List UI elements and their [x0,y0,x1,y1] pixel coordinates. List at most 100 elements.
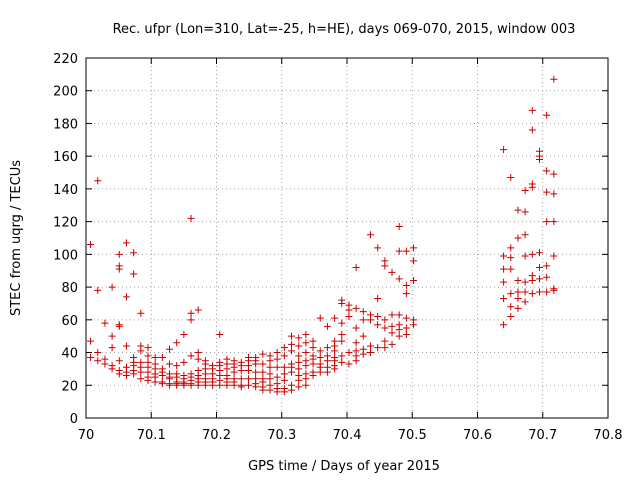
data-point [194,349,202,357]
data-point [381,316,389,324]
data-point [402,331,410,339]
data-point [500,252,508,260]
data-point [338,319,346,327]
data-point [521,278,529,286]
data-point [395,326,403,334]
data-point [115,322,123,330]
data-point [374,344,382,352]
data-point [500,295,508,303]
y-tick-label: 160 [53,150,78,165]
data-point [94,286,102,294]
grid [86,58,608,418]
data-point [302,381,310,389]
data-point [345,306,353,314]
data-point [338,331,346,339]
data-point [266,363,274,371]
data-point [395,247,403,255]
data-point [345,349,353,357]
data-point [187,352,195,360]
data-point [410,277,418,285]
data-point [528,126,536,134]
y-tick-label: 140 [53,183,78,198]
data-point [535,249,543,257]
data-point [543,167,551,175]
data-point [309,371,317,379]
y-tick-label: 80 [61,281,78,296]
data-point [535,263,543,271]
data-point [410,244,418,252]
data-point [237,383,245,391]
x-tick-label: 70.7 [528,428,557,443]
data-point [295,365,303,373]
data-point [187,381,195,389]
data-point [122,239,130,247]
data-point [381,324,389,332]
data-point [410,321,418,329]
x-axis-ticks: 70 70.1 70.2 70.3 70.4 70.5 70.6 70.7 70.8 [78,58,622,443]
data-point [130,249,138,257]
data-point [273,363,281,371]
data-point [402,281,410,289]
x-tick-label: 70.3 [267,428,296,443]
data-point [259,360,267,368]
data-point [410,257,418,265]
data-point [288,368,296,376]
data-point [87,241,95,249]
data-point [244,375,252,383]
data-point [259,368,267,376]
data-point [223,365,231,373]
data-point [381,344,389,352]
data-point [209,381,217,389]
data-point [500,265,508,273]
data-point [201,381,209,389]
data-point [550,190,558,198]
y-tick-label: 120 [53,216,78,231]
data-point [101,319,109,327]
data-point [323,344,331,352]
data-point [388,329,396,337]
data-point [543,262,551,270]
data-point [374,244,382,252]
data-point [151,353,159,361]
data-point [316,353,324,361]
data-point [543,218,551,226]
data-point [507,290,515,298]
data-point [166,360,174,368]
data-point [500,146,508,154]
data-point [108,365,116,373]
data-point [137,309,145,317]
data-point [500,278,508,286]
x-tick-label: 70.4 [333,428,362,443]
data-point [158,371,166,379]
data-point [180,358,188,366]
data-point [550,286,558,294]
data-point [122,371,130,379]
data-point [402,314,410,322]
y-tick-label: 200 [53,85,78,100]
data-point [252,368,260,376]
data-point [144,376,152,384]
data-point [543,188,551,196]
data-point [166,345,174,353]
data-point [115,357,123,365]
data-point [180,381,188,389]
data-point [295,352,303,360]
data-point [122,293,130,301]
data-point [366,349,374,357]
data-point [507,313,515,321]
data-point [302,362,310,370]
data-point [158,353,166,361]
data-point [280,344,288,352]
x-tick-label: 70.1 [137,428,166,443]
data-point [528,106,536,114]
data-point [288,332,296,340]
data-point [187,309,195,317]
x-tick-label: 70 [78,428,95,443]
data-point [244,381,252,389]
data-point [388,340,396,348]
data-point [521,252,529,260]
y-tick-label: 60 [61,314,78,329]
data-point [295,383,303,391]
data-point [166,381,174,389]
data-point [237,367,245,375]
